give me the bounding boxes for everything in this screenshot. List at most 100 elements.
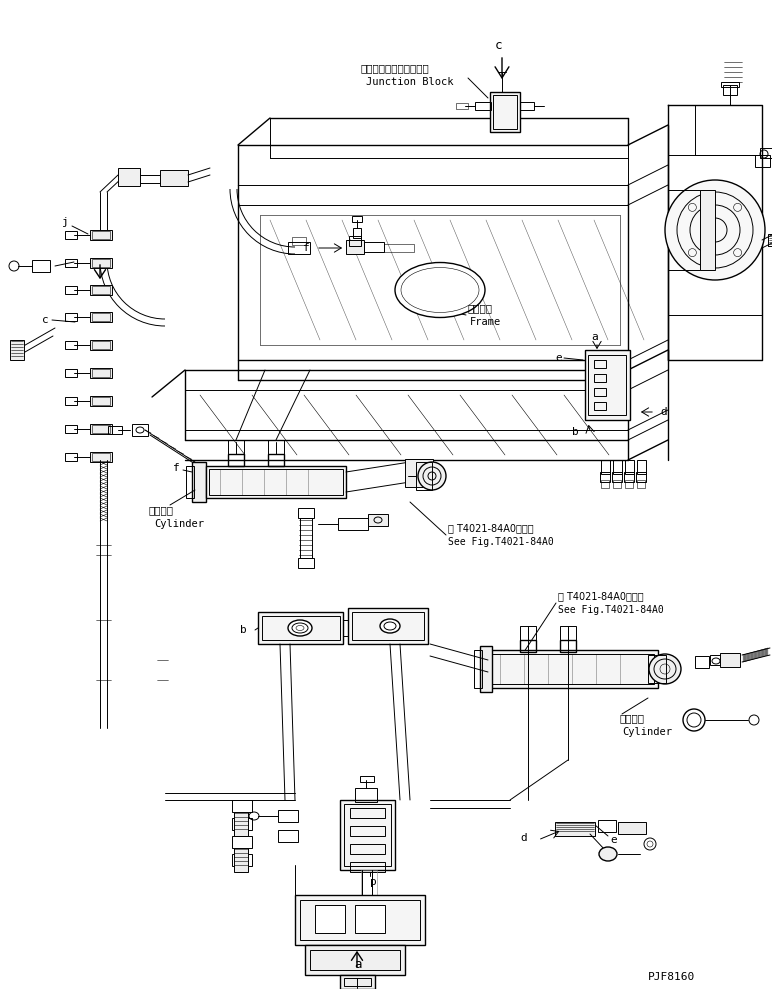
Text: p: p [370,877,377,887]
Bar [695,105,762,155]
Text: j: j [62,217,69,227]
Bar [492,654,654,684]
Bar [600,472,610,482]
Bar [349,236,361,246]
Text: b: b [240,625,247,635]
Bar [755,155,770,167]
Bar [340,800,395,870]
Bar [364,242,384,252]
Bar [601,460,610,474]
Bar [238,484,256,498]
Bar [594,360,606,368]
Bar [488,650,658,688]
Text: c: c [496,39,503,51]
Bar [493,95,517,129]
Bar [588,355,626,415]
Bar [92,259,110,267]
Bar [92,286,110,294]
Bar [262,616,340,640]
Bar [405,459,433,487]
Bar [310,950,400,970]
Text: See Fig.T4021-84A0: See Fig.T4021-84A0 [558,605,664,615]
Bar [352,216,362,222]
Bar [278,830,298,842]
Text: b: b [572,427,579,437]
Bar [232,854,252,866]
Bar [594,374,606,382]
Text: PJF8160: PJF8160 [648,972,696,982]
Text: Junction Block: Junction Block [366,77,453,87]
Text: Frame: Frame [470,317,501,327]
Bar [613,460,622,474]
Bar [92,397,110,405]
Bar [560,626,576,640]
Bar [350,862,385,872]
Text: See Fig.T4021-84A0: See Fig.T4021-84A0 [448,537,554,547]
Bar [92,231,110,239]
Text: 第 T4021-84A0図参照: 第 T4021-84A0図参照 [558,591,644,601]
Bar [300,900,420,940]
Bar [300,518,312,558]
Bar [768,234,772,246]
Ellipse shape [599,847,617,861]
Ellipse shape [380,619,400,633]
Bar [612,472,622,482]
Bar [90,340,112,350]
Bar [723,85,737,95]
Bar [295,895,425,945]
Bar [234,848,248,872]
Bar [555,822,595,836]
Text: e: e [555,353,562,363]
Bar [625,460,634,474]
Bar [361,870,377,950]
Bar [160,170,188,186]
Bar [90,396,112,406]
Bar [315,905,345,933]
Bar [560,640,576,652]
Bar [594,388,606,396]
Bar [108,426,122,434]
Bar [700,190,715,270]
Bar [350,844,385,854]
Bar [90,285,112,295]
Bar [92,341,110,349]
Bar [65,369,77,377]
Bar [416,462,432,490]
Bar [352,612,424,640]
Bar [368,514,388,526]
Bar [636,472,646,482]
Bar [65,397,77,405]
Bar [350,826,385,836]
Bar [637,480,645,488]
Bar [637,460,646,474]
Bar [192,462,206,502]
Text: e: e [610,835,617,845]
Bar [65,453,77,461]
Bar [475,102,491,110]
Bar [346,240,364,254]
Bar [480,646,492,692]
Bar [350,808,385,818]
Bar [625,480,633,488]
Bar [585,350,630,420]
Bar [360,776,374,782]
Bar [721,82,739,87]
Bar [520,102,534,110]
Bar [353,228,361,238]
Text: シリンダ: シリンダ [620,713,645,723]
Bar [92,313,110,321]
Bar [288,242,310,254]
Text: フレーム: フレーム [468,303,493,313]
Bar [90,424,112,434]
Bar [92,453,110,461]
Text: Cylinder: Cylinder [154,519,204,529]
Bar [209,469,343,495]
Bar [598,820,616,832]
Bar [32,260,50,272]
Bar [65,259,77,267]
Text: シリンダ: シリンダ [148,505,173,515]
Bar [92,369,110,377]
Bar [90,230,112,240]
Bar [118,168,140,186]
Bar [305,945,405,975]
